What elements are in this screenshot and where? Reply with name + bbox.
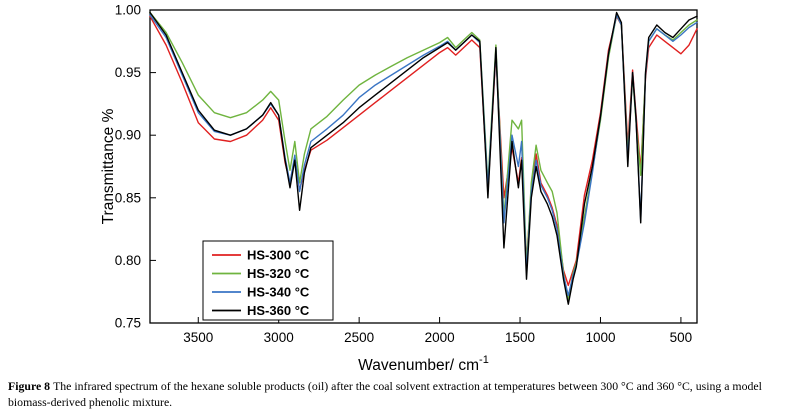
figure-caption: Figure 8 The infrared spectrum of the hex… [0,378,797,410]
x-tick-label: 2500 [344,330,374,345]
legend-label: HS-300 °C [247,248,310,263]
plot-frame [149,9,698,324]
x-axis-title: Wavenumber/ cm-1 [358,354,489,374]
x-tick-label: 1500 [505,330,535,345]
y-tick-label: 0.95 [115,65,141,80]
figure-caption-label: Figure 8 [8,379,51,393]
x-tick-label: 3000 [264,330,294,345]
legend-label: HS-360 °C [247,303,310,318]
y-tick-label: 0.75 [115,316,141,331]
legend-label: HS-340 °C [247,285,310,300]
x-tick-label: 3500 [183,330,213,345]
y-tick-label: 0.85 [115,190,141,205]
series-HS-360C [149,11,698,305]
legend-box [202,240,334,321]
ftir-spectrum-chart: 3500 3000 2500 2000 1500 1000 500 0.75 0.80 0.85 0… [100,2,698,374]
y-tick-label: 0.80 [115,253,141,268]
x-tick-label: 2000 [425,330,455,345]
y-tick-label: 0.90 [115,128,141,143]
y-axis-title: Transmittance % [100,108,117,224]
x-tick-label: 1000 [585,330,615,345]
y-tick-label: 1.00 [115,3,141,18]
figure-caption-text: The infrared spectrum of the hexane solu… [8,379,762,409]
x-tick-label: 500 [670,330,693,345]
legend-label: HS-320 °C [247,266,310,281]
